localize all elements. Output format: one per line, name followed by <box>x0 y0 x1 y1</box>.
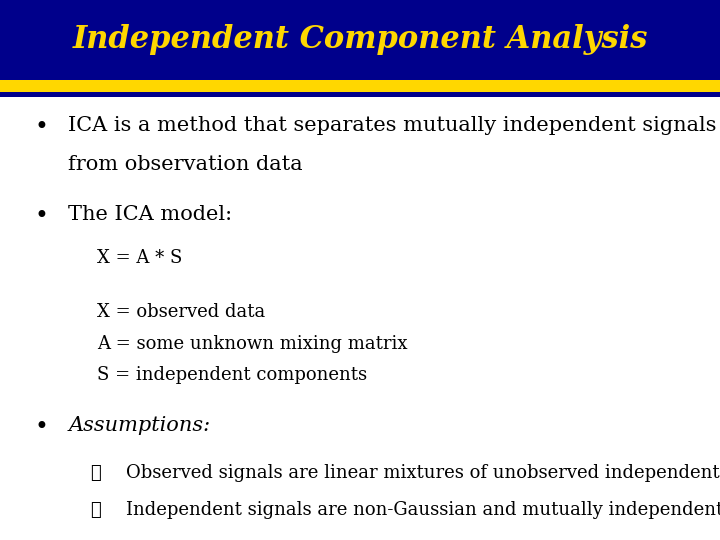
Text: X = A * S: X = A * S <box>97 249 183 267</box>
Bar <box>0 0 720 80</box>
Text: •: • <box>35 116 48 139</box>
Text: S = independent components: S = independent components <box>97 366 367 384</box>
Text: ICA is a method that separates mutually independent signals: ICA is a method that separates mutually … <box>68 116 717 135</box>
Bar <box>0 80 720 92</box>
Text: Assumptions:: Assumptions: <box>68 416 210 435</box>
Text: Independent Component Analysis: Independent Component Analysis <box>72 24 648 56</box>
Text: Observed signals are linear mixtures of unobserved independent signals: Observed signals are linear mixtures of … <box>126 464 720 482</box>
Text: ➢: ➢ <box>90 464 101 482</box>
Bar <box>0 92 720 97</box>
Text: The ICA model:: The ICA model: <box>68 205 233 224</box>
Text: from observation data: from observation data <box>68 155 303 174</box>
Text: A = some unknown mixing matrix: A = some unknown mixing matrix <box>97 335 408 353</box>
Text: Independent signals are non-Gaussian and mutually independent: Independent signals are non-Gaussian and… <box>126 501 720 519</box>
Text: •: • <box>35 416 48 439</box>
Text: X = observed data: X = observed data <box>97 303 266 321</box>
Text: ➢: ➢ <box>90 501 101 519</box>
Text: •: • <box>35 205 48 228</box>
